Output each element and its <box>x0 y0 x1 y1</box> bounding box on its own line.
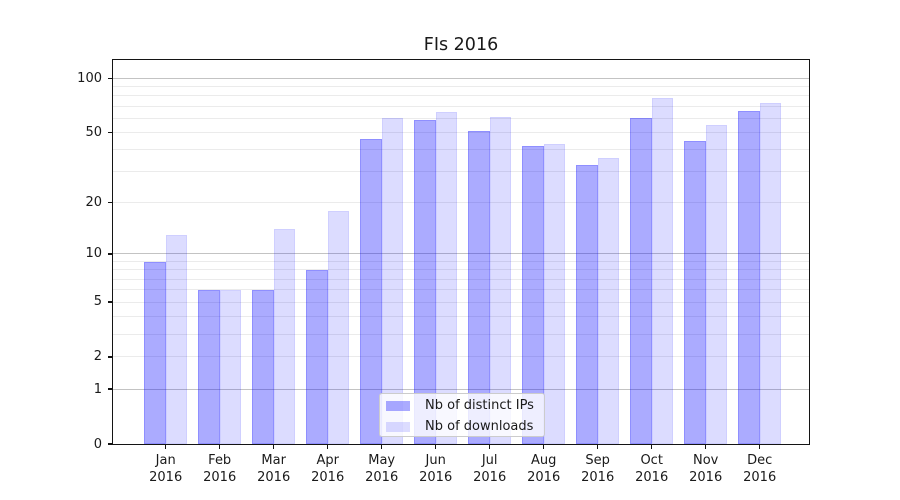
bar-downloads-oct <box>651 97 674 444</box>
bar-downloads-sep <box>597 157 620 444</box>
bar-downloads-jan <box>165 234 188 444</box>
y-tick-2 <box>108 356 112 358</box>
x-tick-label-jul: Jul 2016 <box>473 453 507 485</box>
x-tick-label-jan: Jan 2016 <box>149 453 183 485</box>
x-tick-mar <box>273 445 275 449</box>
x-tick-feb <box>219 445 221 449</box>
bar-downloads-jul <box>489 116 512 444</box>
chart-title: FIs 2016 <box>423 35 499 55</box>
bar-downloads-jun <box>435 111 458 444</box>
gridline-minor-50 <box>113 131 809 133</box>
bar-distinct-ips-apr <box>306 269 328 444</box>
bar-distinct-ips-feb <box>198 289 220 444</box>
gridline-minor-8 <box>113 269 809 271</box>
legend-label-distinct-ips: Nb of distinct IPs <box>425 397 534 413</box>
x-tick-label-dec: Dec 2016 <box>743 453 777 485</box>
gridline-minor-60 <box>113 117 809 119</box>
bar-downloads-feb <box>219 289 242 444</box>
y-tick-0 <box>108 443 112 445</box>
x-tick-label-feb: Feb 2016 <box>203 453 237 485</box>
gridline-minor-2 <box>113 356 809 358</box>
plot-area <box>112 59 810 445</box>
gridline-minor-6 <box>113 289 809 291</box>
legend-swatch-downloads <box>386 421 410 432</box>
gridline-minor-90 <box>113 85 809 87</box>
y-tick-label-2: 2 <box>93 349 102 365</box>
x-tick-aug <box>543 445 545 449</box>
x-tick-label-nov: Nov 2016 <box>689 453 723 485</box>
bar-distinct-ips-nov <box>684 140 706 444</box>
bar-downloads-dec <box>759 102 782 444</box>
bar-distinct-ips-dec <box>738 110 760 444</box>
gridline-minor-5 <box>113 301 809 303</box>
x-tick-label-jun: Jun 2016 <box>419 453 453 485</box>
y-tick-50 <box>108 131 112 133</box>
gridline-major-100 <box>113 77 809 79</box>
legend-swatch-distinct-ips <box>386 400 410 411</box>
y-tick-1 <box>108 388 112 390</box>
x-tick-sep <box>597 445 599 449</box>
x-tick-label-apr: Apr 2016 <box>311 453 345 485</box>
y-tick-label-20: 20 <box>85 195 102 211</box>
bar-downloads-mar <box>273 229 296 444</box>
x-tick-nov <box>705 445 707 449</box>
gridline-minor-40 <box>113 149 809 151</box>
gridline-minor-7 <box>113 278 809 280</box>
x-tick-jan <box>165 445 167 449</box>
legend-label-downloads: Nb of downloads <box>425 418 534 434</box>
y-tick-20 <box>108 202 112 204</box>
y-tick-label-100: 100 <box>77 70 102 86</box>
gridline-minor-30 <box>113 171 809 173</box>
bar-distinct-ips-jul <box>468 130 490 444</box>
x-tick-may <box>381 445 383 449</box>
bar-downloads-aug <box>543 144 566 444</box>
y-tick-label-5: 5 <box>93 294 102 310</box>
y-tick-10 <box>108 253 112 255</box>
x-tick-jun <box>435 445 437 449</box>
bar-distinct-ips-sep <box>576 164 598 444</box>
y-tick-label-50: 50 <box>85 124 102 140</box>
bar-distinct-ips-may <box>360 138 382 444</box>
x-tick-oct <box>651 445 653 449</box>
gridline-major-1 <box>113 388 809 390</box>
x-tick-dec <box>759 445 761 449</box>
gridline-minor-20 <box>113 202 809 204</box>
bar-downloads-apr <box>327 210 350 444</box>
y-tick-100 <box>108 77 112 79</box>
gridline-minor-4 <box>113 315 809 317</box>
gridline-minor-3 <box>113 333 809 335</box>
y-tick-label-1: 1 <box>93 381 102 397</box>
x-tick-label-sep: Sep 2016 <box>581 453 615 485</box>
gridline-minor-9 <box>113 261 809 262</box>
x-tick-label-aug: Aug 2016 <box>527 453 561 485</box>
x-tick-apr <box>327 445 329 449</box>
bar-distinct-ips-aug <box>522 145 544 444</box>
y-tick-label-10: 10 <box>85 246 102 262</box>
bar-distinct-ips-jun <box>414 119 436 444</box>
x-tick-label-oct: Oct 2016 <box>635 453 669 485</box>
bar-downloads-nov <box>705 124 728 444</box>
gridline-minor-80 <box>113 95 809 97</box>
legend-row-downloads: Nb of downloads <box>380 419 544 435</box>
bar-distinct-ips-mar <box>252 289 274 444</box>
x-tick-jul <box>489 445 491 449</box>
gridline-major-10 <box>113 253 809 255</box>
legend-row-distinct-ips: Nb of distinct IPs <box>380 398 544 414</box>
bar-distinct-ips-oct <box>630 118 652 444</box>
bar-downloads-may <box>381 118 404 444</box>
legend: Nb of distinct IPs Nb of downloads <box>379 393 545 437</box>
y-tick-label-0: 0 <box>93 436 102 452</box>
bar-distinct-ips-jan <box>144 261 166 444</box>
gridline-minor-70 <box>113 105 809 107</box>
x-tick-label-mar: Mar 2016 <box>257 453 291 485</box>
x-tick-label-may: May 2016 <box>365 453 399 485</box>
y-tick-5 <box>108 301 112 303</box>
